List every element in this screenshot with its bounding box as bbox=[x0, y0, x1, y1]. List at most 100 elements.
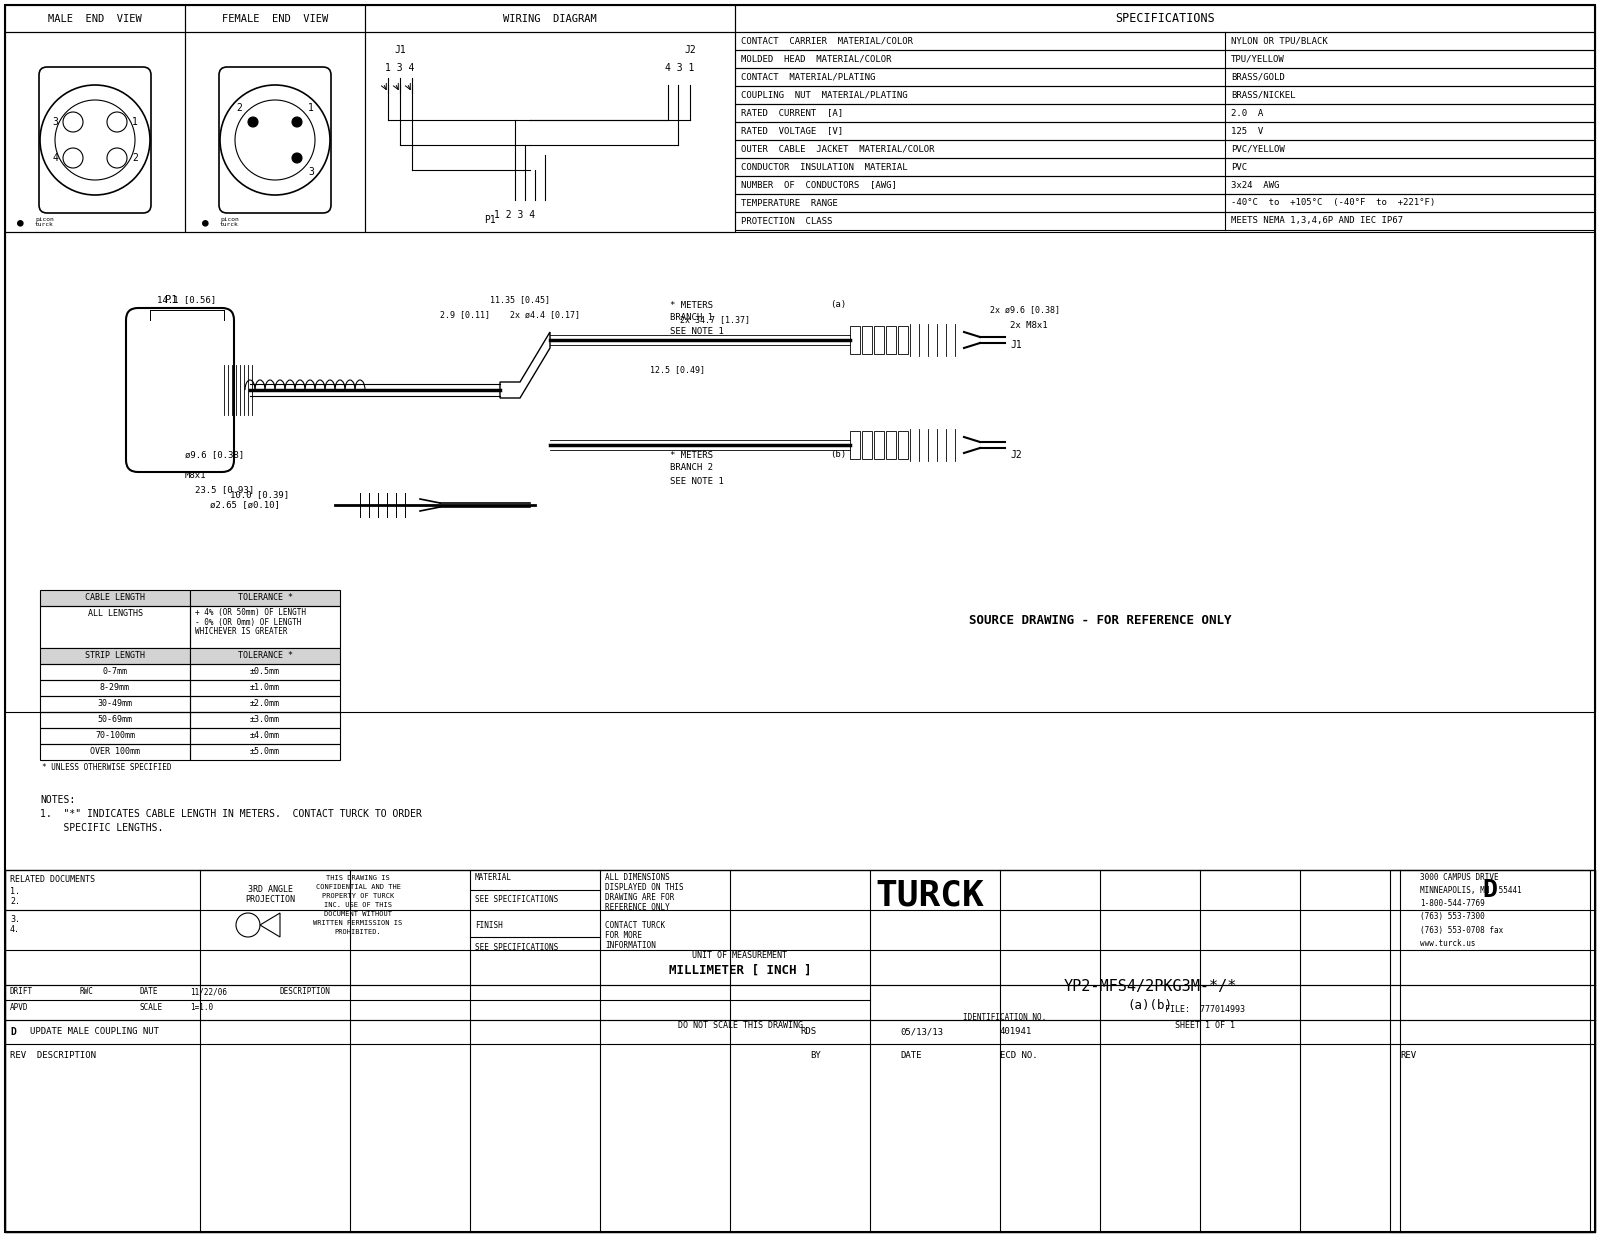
Text: ±3.0mm: ±3.0mm bbox=[250, 715, 280, 725]
Text: DOCUMENT WITHOUT: DOCUMENT WITHOUT bbox=[323, 910, 392, 917]
Text: PVC: PVC bbox=[1230, 162, 1246, 172]
Text: DATE: DATE bbox=[899, 1051, 922, 1060]
Bar bbox=[5, 5, 186, 32]
Text: FILE:  777014993: FILE: 777014993 bbox=[1165, 1006, 1245, 1014]
Bar bbox=[40, 743, 190, 760]
Bar bbox=[734, 194, 1595, 212]
Text: SOURCE DRAWING - FOR REFERENCE ONLY: SOURCE DRAWING - FOR REFERENCE ONLY bbox=[968, 614, 1232, 626]
Bar bbox=[734, 104, 1595, 122]
Text: J1: J1 bbox=[394, 45, 406, 54]
Text: 3: 3 bbox=[309, 167, 314, 177]
Text: BRASS/GOLD: BRASS/GOLD bbox=[1230, 73, 1285, 82]
Text: 05/13/13: 05/13/13 bbox=[899, 1028, 942, 1037]
Text: PROHIBITED.: PROHIBITED. bbox=[334, 929, 381, 935]
Text: CONFIDENTIAL AND THE: CONFIDENTIAL AND THE bbox=[315, 884, 400, 889]
Text: - 0% (OR 0mm) OF LENGTH: - 0% (OR 0mm) OF LENGTH bbox=[195, 617, 301, 626]
Bar bbox=[734, 87, 1595, 104]
Bar bbox=[40, 606, 190, 648]
Bar bbox=[186, 5, 365, 32]
Text: FOR MORE: FOR MORE bbox=[605, 930, 642, 939]
Text: APVD: APVD bbox=[10, 1002, 29, 1012]
Text: ±0.5mm: ±0.5mm bbox=[250, 668, 280, 677]
Text: SPECIFICATIONS: SPECIFICATIONS bbox=[1115, 12, 1214, 25]
Bar bbox=[734, 176, 1595, 194]
Text: FINISH: FINISH bbox=[475, 920, 502, 929]
Text: STRIP LENGTH: STRIP LENGTH bbox=[85, 652, 146, 661]
Text: RELATED DOCUMENTS: RELATED DOCUMENTS bbox=[10, 876, 94, 884]
Text: NOTES:: NOTES: bbox=[40, 795, 75, 805]
Text: 3RD ANGLE: 3RD ANGLE bbox=[248, 886, 293, 894]
Text: M8x1: M8x1 bbox=[186, 470, 206, 480]
Bar bbox=[850, 430, 861, 459]
Text: 1 2 3 4: 1 2 3 4 bbox=[494, 210, 536, 220]
Text: 12.5 [0.49]: 12.5 [0.49] bbox=[650, 365, 706, 375]
Text: ECD NO.: ECD NO. bbox=[1000, 1051, 1038, 1060]
Text: FEMALE  END  VIEW: FEMALE END VIEW bbox=[222, 14, 328, 24]
Text: MALE  END  VIEW: MALE END VIEW bbox=[48, 14, 142, 24]
Text: www.turck.us: www.turck.us bbox=[1421, 939, 1475, 948]
Text: DATE: DATE bbox=[141, 987, 158, 997]
Bar bbox=[734, 140, 1595, 158]
Bar bbox=[734, 122, 1595, 140]
Text: 1.: 1. bbox=[10, 887, 19, 897]
Text: REV  DESCRIPTION: REV DESCRIPTION bbox=[10, 1051, 96, 1060]
Text: + 4% (OR 50mm) OF LENGTH: + 4% (OR 50mm) OF LENGTH bbox=[195, 607, 306, 616]
Text: 30-49mm: 30-49mm bbox=[98, 699, 133, 709]
Text: P1: P1 bbox=[485, 215, 496, 225]
Text: RWC: RWC bbox=[80, 987, 94, 997]
Bar bbox=[734, 212, 1595, 230]
Bar bbox=[190, 729, 339, 743]
Bar bbox=[190, 696, 339, 713]
Text: OVER 100mm: OVER 100mm bbox=[90, 747, 141, 757]
Text: CONTACT  CARRIER  MATERIAL/COLOR: CONTACT CARRIER MATERIAL/COLOR bbox=[741, 37, 914, 46]
Text: CONTACT TURCK: CONTACT TURCK bbox=[605, 920, 666, 929]
Bar bbox=[190, 743, 339, 760]
Bar bbox=[40, 713, 190, 729]
Bar bbox=[190, 648, 339, 664]
Text: TPU/YELLOW: TPU/YELLOW bbox=[1230, 54, 1285, 63]
Text: DISPLAYED ON THIS: DISPLAYED ON THIS bbox=[605, 883, 683, 893]
Text: 11.35 [0.45]: 11.35 [0.45] bbox=[490, 296, 550, 304]
Text: PROTECTION  CLASS: PROTECTION CLASS bbox=[741, 216, 832, 225]
Text: 2.: 2. bbox=[10, 898, 19, 907]
Bar bbox=[1390, 870, 1590, 1232]
Text: SCALE: SCALE bbox=[141, 1002, 163, 1012]
Text: CONTACT  MATERIAL/PLATING: CONTACT MATERIAL/PLATING bbox=[741, 73, 875, 82]
Text: 8-29mm: 8-29mm bbox=[99, 684, 130, 693]
Text: PVC/YELLOW: PVC/YELLOW bbox=[1230, 145, 1285, 153]
Text: 1=1.0: 1=1.0 bbox=[190, 1002, 213, 1012]
Text: 1: 1 bbox=[309, 103, 314, 113]
Text: TURCK: TURCK bbox=[875, 878, 984, 912]
Text: 14.1 [0.56]: 14.1 [0.56] bbox=[157, 296, 216, 304]
Bar bbox=[365, 5, 734, 32]
Text: ±1.0mm: ±1.0mm bbox=[250, 684, 280, 693]
Text: MATERIAL: MATERIAL bbox=[475, 873, 512, 882]
Text: ALL LENGTHS: ALL LENGTHS bbox=[88, 610, 142, 618]
Text: MINNEAPOLIS, MN  55441: MINNEAPOLIS, MN 55441 bbox=[1421, 887, 1522, 896]
Text: UNIT OF MEASUREMENT: UNIT OF MEASUREMENT bbox=[693, 950, 787, 960]
Text: SEE NOTE 1: SEE NOTE 1 bbox=[670, 476, 723, 485]
Bar bbox=[5, 233, 1595, 713]
Text: 1: 1 bbox=[133, 118, 138, 127]
Text: THIS DRAWING IS: THIS DRAWING IS bbox=[326, 875, 390, 881]
Text: ±2.0mm: ±2.0mm bbox=[250, 699, 280, 709]
Text: J1: J1 bbox=[1010, 340, 1022, 350]
Bar bbox=[5, 32, 186, 233]
Text: 4 3 1: 4 3 1 bbox=[666, 63, 694, 73]
Text: 3: 3 bbox=[53, 118, 58, 127]
Text: SEE SPECIFICATIONS: SEE SPECIFICATIONS bbox=[475, 896, 558, 904]
Text: 2: 2 bbox=[237, 103, 242, 113]
Text: SEE NOTE 1: SEE NOTE 1 bbox=[670, 327, 723, 335]
Bar bbox=[734, 158, 1595, 176]
Bar bbox=[190, 680, 339, 696]
Text: (b): (b) bbox=[830, 450, 846, 459]
Bar bbox=[862, 430, 872, 459]
Text: 2x 34.7 [1.37]: 2x 34.7 [1.37] bbox=[680, 315, 750, 324]
Text: NUMBER  OF  CONDUCTORS  [AWG]: NUMBER OF CONDUCTORS [AWG] bbox=[741, 181, 898, 189]
Bar bbox=[190, 713, 339, 729]
Text: RDS: RDS bbox=[800, 1028, 816, 1037]
Text: NYLON OR TPU/BLACK: NYLON OR TPU/BLACK bbox=[1230, 37, 1328, 46]
Text: D: D bbox=[1483, 878, 1498, 902]
Text: PROPERTY OF TURCK: PROPERTY OF TURCK bbox=[322, 893, 394, 899]
Bar bbox=[40, 648, 190, 664]
